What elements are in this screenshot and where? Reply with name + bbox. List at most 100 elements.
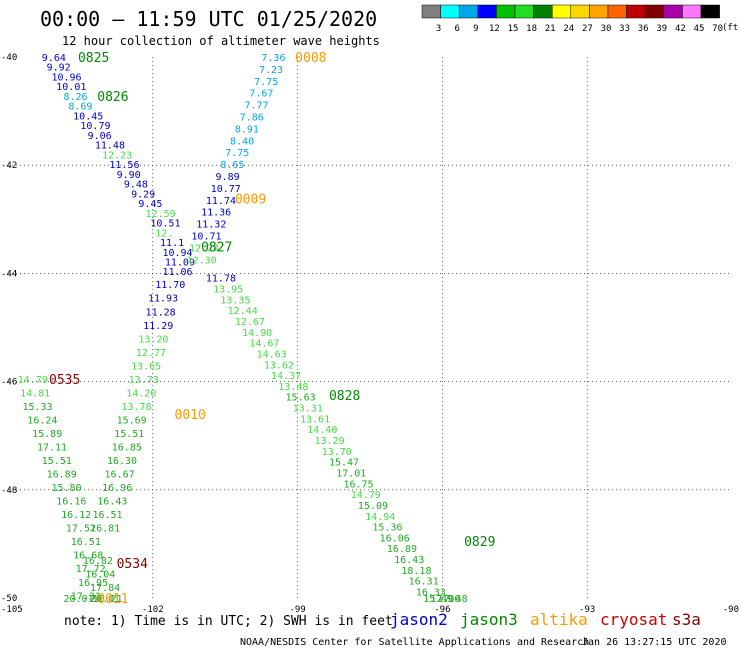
wave-height-value: 8.65 [220, 160, 244, 171]
color-scale-swatch [663, 4, 683, 19]
pass-time-label: 0827 [201, 240, 232, 255]
wave-height-value: 9.89 [216, 172, 240, 183]
wave-height-value: 7.36 [261, 53, 285, 64]
wave-height-value: 16.16 [56, 497, 86, 508]
wave-height-value: 9.92 [47, 63, 71, 74]
color-scale-label: 33 [619, 24, 630, 34]
wave-height-value: 17.48 [438, 594, 468, 605]
wave-height-value: 17.84 [90, 583, 120, 594]
wave-height-value: 13.78 [121, 402, 151, 413]
wave-height-value: 10.01 [56, 82, 86, 93]
color-scale-label: 18 [526, 24, 537, 34]
longitude-tick-label: -99 [289, 605, 305, 615]
wave-height-value: 15.51 [114, 429, 144, 440]
wave-height-value: 10.96 [51, 72, 81, 83]
wave-height-value: 14.20 [126, 388, 156, 399]
pass-time-label: 0535 [49, 373, 80, 388]
wave-height-value: 9.90 [117, 170, 141, 181]
pass-time-label: 0825 [78, 51, 109, 66]
latitude-tick-label: -44 [1, 269, 17, 279]
color-scale-swatch [589, 4, 609, 19]
pass-time-label: 0008 [295, 51, 326, 66]
wave-height-value: 8.91 [235, 124, 259, 135]
wave-height-value: 14.79 [351, 490, 381, 501]
longitude-tick-label: -90 [723, 605, 739, 615]
color-scale-swatch [682, 4, 702, 19]
color-scale-label: 42 [675, 24, 686, 34]
wave-height-value: 11.93 [148, 294, 178, 305]
color-scale-swatch [644, 4, 665, 19]
wave-height-value: 16.30 [107, 456, 137, 467]
wave-height-value: 10.77 [211, 184, 241, 195]
wave-height-value: 12.77 [136, 348, 166, 359]
wave-height-value: 11.1 [160, 238, 184, 249]
color-scale-label: 45 [694, 24, 705, 34]
wave-height-value: 8.40 [230, 136, 254, 147]
pass-time-labels: 0825 0826 0827 0828 0829 0008 0009 0010 0011 0535… [49, 51, 495, 607]
color-scale-label: 9 [473, 24, 478, 34]
wave-height-value: 7.86 [240, 113, 264, 124]
color-scale-label: 6 [454, 24, 459, 34]
wave-height-value: 11.09 [165, 257, 195, 268]
wave-height-value: 12.44 [228, 306, 258, 317]
longitude-tick-label: -96 [434, 605, 450, 615]
wave-height-value: 15.49 [423, 594, 453, 605]
wave-height-value: 13.35 [220, 295, 250, 306]
wave-height-value: 11.78 [206, 274, 236, 285]
color-scale-swatch [440, 4, 460, 19]
footer-note: note: 1) Time is in UTC; 2) SWH is in fe… [64, 614, 393, 629]
wave-height-value: 14.79 [18, 375, 48, 386]
wave-height-value: 20.01 [90, 594, 120, 605]
color-scale-swatch [626, 4, 646, 19]
color-scale-swatch [551, 4, 572, 19]
wave-height-value: 9.06 [88, 131, 112, 142]
chart-subtitle: 12 hour collection of altimeter wave hei… [62, 34, 380, 48]
longitude-tick-label: -93 [579, 605, 595, 615]
color-scale-swatch [533, 4, 553, 19]
satellite-legend-jason2: jason2 [390, 610, 448, 629]
wave-height-value: 11.70 [155, 280, 185, 291]
wave-height-value: 16.43 [97, 497, 127, 508]
chart-title: 00:00 – 11:59 UTC 01/25/2020 [40, 7, 377, 31]
wave-height-value: 16.89 [387, 544, 417, 555]
wave-height-value: 12.59 [146, 209, 176, 220]
wave-height-value: 10.45 [73, 111, 103, 122]
wave-height-value: 16.68 [73, 551, 103, 562]
pass-time-label: 0010 [175, 408, 206, 423]
pass-time-label: 0011 [97, 592, 128, 607]
wave-height-value: 11.28 [146, 307, 176, 318]
wave-height-value: 11.74 [206, 196, 236, 207]
wave-height-value: 10.94 [162, 248, 192, 259]
wave-height-value: 15.51 [42, 456, 72, 467]
wave-height-value: 7.67 [249, 89, 273, 100]
wave-height-value: 13.61 [300, 414, 330, 425]
wave-height-value: 12.24 [189, 243, 219, 254]
color-scale-swatch [477, 4, 497, 19]
wave-height-value: 15.63 [286, 393, 316, 404]
wave-height-value: 16.12 [61, 510, 91, 521]
wave-height-value: 7.77 [245, 101, 269, 112]
wave-height-value: 10.79 [80, 121, 110, 132]
footer-credit: NOAA/NESDIS Center for Satellite Applica… [240, 637, 589, 648]
wave-height-value: 12.30 [187, 255, 217, 266]
wave-height-value: 14.94 [365, 512, 395, 523]
color-scale-label: 3 [436, 24, 441, 34]
wave-height-value: 15.80 [51, 483, 81, 494]
color-scale-label: 30 [601, 24, 612, 34]
wave-height-value: 16.85 [112, 443, 142, 454]
lat-lon-grid [8, 57, 732, 598]
wave-height-value: 9.48 [124, 180, 148, 191]
color-scale-swatch [607, 4, 627, 19]
latitude-tick-label: -42 [1, 161, 17, 171]
wave-height-points: 9.649.9210.9610.018.268.6910.4510.799.06… [18, 53, 468, 605]
wave-height-value: 11.06 [162, 267, 192, 278]
wave-height-value: 13.65 [131, 361, 161, 372]
wave-height-value: 16.82 [83, 556, 113, 567]
color-scale-swatch [700, 4, 720, 19]
wave-height-value: 10.71 [191, 232, 221, 243]
color-scale-label: 70 [712, 24, 723, 34]
wave-height-value: 13.20 [138, 334, 168, 345]
